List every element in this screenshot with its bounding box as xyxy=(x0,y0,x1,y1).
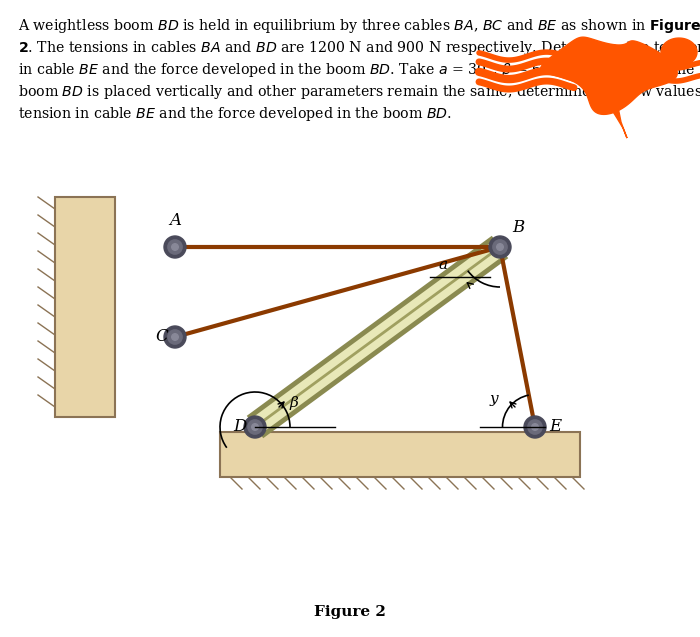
Circle shape xyxy=(489,236,511,258)
Text: a: a xyxy=(438,258,447,272)
Circle shape xyxy=(248,420,262,434)
Text: Figure 2: Figure 2 xyxy=(314,605,386,619)
FancyBboxPatch shape xyxy=(55,197,115,417)
Text: E: E xyxy=(549,418,561,435)
Text: y: y xyxy=(490,392,498,406)
Text: boom $BD$ is placed vertically and other parameters remain the same, determine t: boom $BD$ is placed vertically and other… xyxy=(18,83,700,101)
Text: D: D xyxy=(233,418,246,435)
Circle shape xyxy=(168,330,182,344)
Circle shape xyxy=(528,420,542,434)
Circle shape xyxy=(532,424,538,431)
Circle shape xyxy=(172,244,178,250)
Circle shape xyxy=(172,334,178,340)
Circle shape xyxy=(168,240,182,254)
Text: B: B xyxy=(512,219,524,236)
Circle shape xyxy=(164,326,186,348)
Circle shape xyxy=(524,416,546,438)
Circle shape xyxy=(164,236,186,258)
Text: $\mathbf{2}$. The tensions in cables $BA$ and $BD$ are 1200 N and 900 N respecti: $\mathbf{2}$. The tensions in cables $BA… xyxy=(18,39,700,57)
Circle shape xyxy=(497,244,503,250)
Text: in cable $BE$ and the force developed in the boom $BD$. Take $a$ = 30°, $\beta$ : in cable $BE$ and the force developed in… xyxy=(18,61,695,79)
Text: β: β xyxy=(289,396,298,410)
Circle shape xyxy=(244,416,266,438)
Circle shape xyxy=(252,424,258,431)
FancyBboxPatch shape xyxy=(220,432,580,477)
Circle shape xyxy=(493,240,507,254)
Polygon shape xyxy=(661,38,697,66)
Text: A: A xyxy=(169,212,181,229)
Text: tension in cable $BE$ and the force developed in the boom $BD$.: tension in cable $BE$ and the force deve… xyxy=(18,105,452,123)
Text: A weightless boom $BD$ is held in equilibrium by three cables $BA$, $BC$ and $BE: A weightless boom $BD$ is held in equili… xyxy=(18,17,700,35)
Polygon shape xyxy=(612,102,627,138)
Polygon shape xyxy=(541,37,678,115)
Text: C: C xyxy=(155,328,168,345)
